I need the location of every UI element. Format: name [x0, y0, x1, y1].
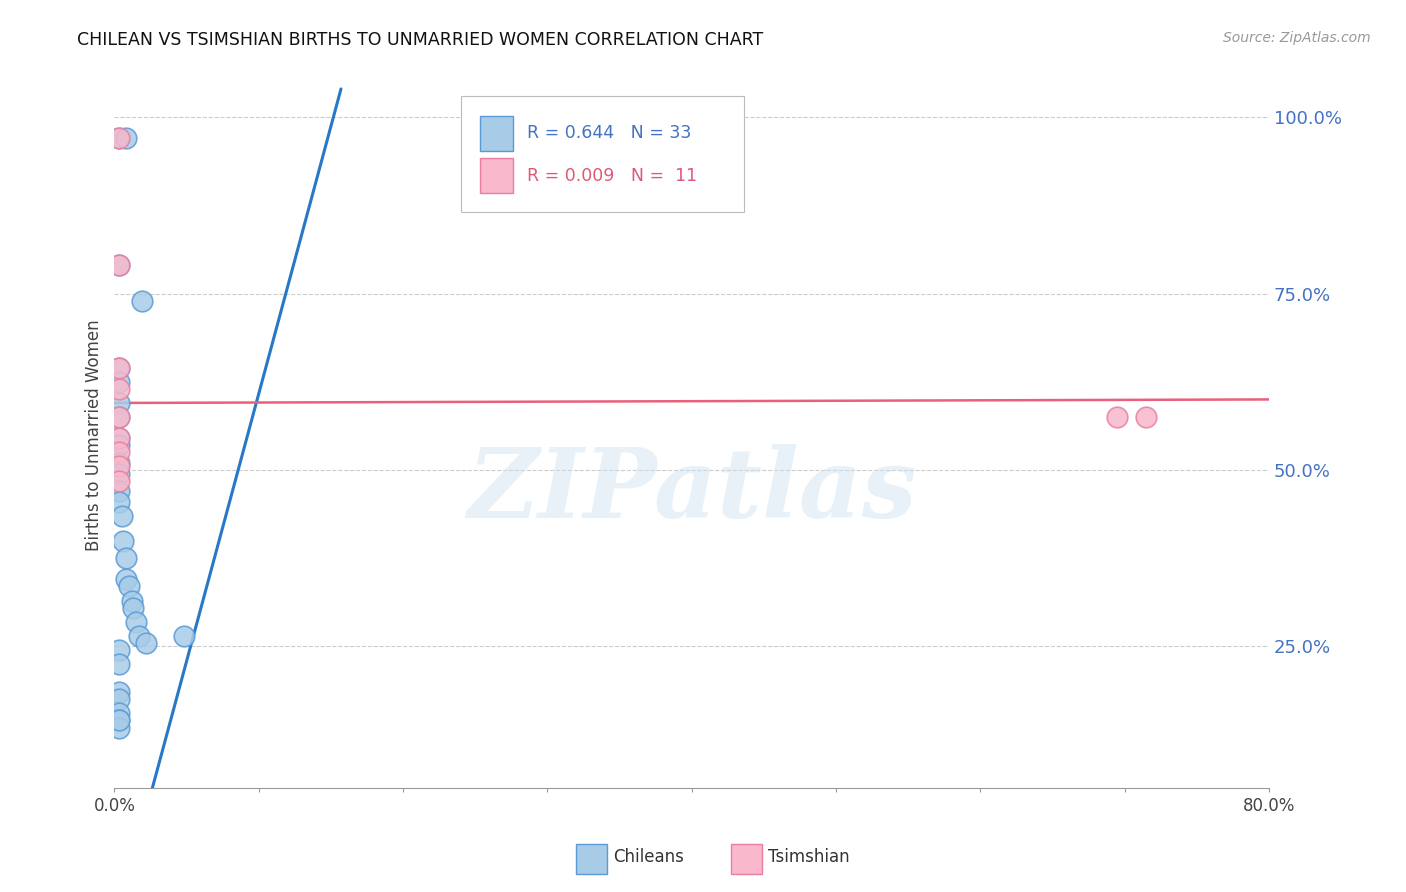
- Point: [107, 258, 129, 272]
- Point: [125, 615, 148, 629]
- Point: [1107, 410, 1129, 425]
- FancyBboxPatch shape: [481, 158, 513, 194]
- Point: [107, 131, 129, 145]
- Point: [107, 258, 129, 272]
- Point: [112, 533, 135, 548]
- Point: [107, 714, 129, 728]
- Point: [107, 456, 129, 470]
- Text: Tsimshian: Tsimshian: [768, 848, 849, 866]
- Text: ZIPatlas: ZIPatlas: [467, 444, 917, 538]
- Point: [107, 495, 129, 509]
- Point: [107, 685, 129, 699]
- Point: [107, 445, 129, 459]
- Point: [107, 382, 129, 396]
- Point: [107, 438, 129, 452]
- Text: CHILEAN VS TSIMSHIAN BIRTHS TO UNMARRIED WOMEN CORRELATION CHART: CHILEAN VS TSIMSHIAN BIRTHS TO UNMARRIED…: [77, 31, 763, 49]
- Point: [107, 657, 129, 671]
- Point: [107, 714, 129, 728]
- Y-axis label: Births to Unmarried Women: Births to Unmarried Women: [86, 319, 103, 550]
- Point: [107, 643, 129, 657]
- Point: [173, 629, 195, 643]
- Point: [115, 573, 138, 587]
- Point: [107, 410, 129, 425]
- Point: [107, 692, 129, 706]
- Point: [135, 636, 157, 650]
- FancyBboxPatch shape: [461, 96, 744, 212]
- FancyBboxPatch shape: [481, 116, 513, 151]
- Text: Chileans: Chileans: [613, 848, 683, 866]
- Point: [107, 360, 129, 375]
- Point: [107, 467, 129, 481]
- Point: [107, 360, 129, 375]
- Point: [107, 459, 129, 474]
- Point: [107, 131, 129, 145]
- Point: [107, 484, 129, 499]
- Point: [107, 375, 129, 389]
- Point: [128, 629, 150, 643]
- Text: R = 0.644   N = 33: R = 0.644 N = 33: [527, 124, 690, 143]
- Point: [1135, 410, 1157, 425]
- Point: [107, 474, 129, 488]
- Point: [107, 410, 129, 425]
- Point: [107, 431, 129, 445]
- Text: Source: ZipAtlas.com: Source: ZipAtlas.com: [1223, 31, 1371, 45]
- Point: [107, 396, 129, 410]
- Text: R = 0.009   N =  11: R = 0.009 N = 11: [527, 167, 697, 185]
- Point: [115, 131, 138, 145]
- Point: [115, 551, 138, 566]
- Point: [107, 706, 129, 721]
- Point: [118, 579, 141, 593]
- Point: [107, 431, 129, 445]
- Point: [111, 508, 134, 523]
- Point: [121, 593, 143, 607]
- Point: [131, 293, 153, 308]
- Point: [107, 721, 129, 735]
- Point: [122, 600, 145, 615]
